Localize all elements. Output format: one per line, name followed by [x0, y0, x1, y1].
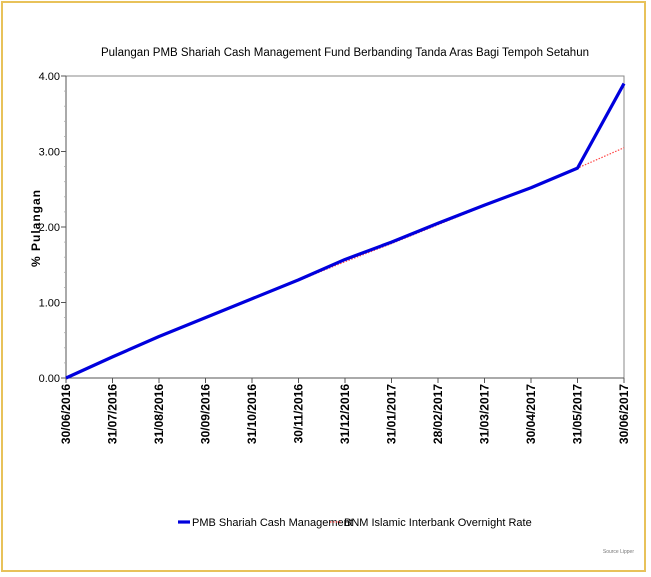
- y-tick-label: 2.00: [39, 222, 60, 234]
- y-tick-label: 0.00: [39, 373, 60, 385]
- chart-title: Pulangan PMB Shariah Cash Management Fun…: [101, 47, 589, 59]
- source-note: Source Lipper: [603, 549, 634, 555]
- x-tick-label: 30/09/2016: [199, 384, 213, 444]
- legend-label-0: PMB Shariah Cash Management: [192, 517, 353, 529]
- x-tick-label: 30/06/2017: [617, 384, 631, 444]
- x-tick-label: 31/12/2016: [338, 384, 352, 444]
- x-tick-label: 30/11/2016: [292, 384, 306, 444]
- x-tick-label: 31/05/2017: [571, 384, 585, 444]
- y-tick-label: 3.00: [39, 147, 60, 159]
- x-tick-label: 30/06/2016: [59, 384, 73, 444]
- x-tick-label: 31/07/2016: [106, 384, 120, 444]
- legend-label-1: BNM Islamic Interbank Overnight Rate: [344, 517, 532, 529]
- series-line-0: [65, 82, 626, 380]
- y-axis-label: % Pulangan: [29, 189, 43, 267]
- x-tick-label: 28/02/2017: [431, 384, 445, 444]
- x-tick-label: 31/03/2017: [478, 384, 492, 444]
- x-tick-label: 31/10/2016: [245, 384, 259, 444]
- x-tick-label: 31/08/2016: [152, 384, 166, 444]
- plot-area: [65, 75, 625, 379]
- y-tick-label: 1.00: [39, 298, 60, 310]
- y-tick-label: 4.00: [39, 71, 60, 83]
- x-tick-label: 31/01/2017: [385, 384, 399, 444]
- x-tick-label: 30/04/2017: [524, 384, 538, 444]
